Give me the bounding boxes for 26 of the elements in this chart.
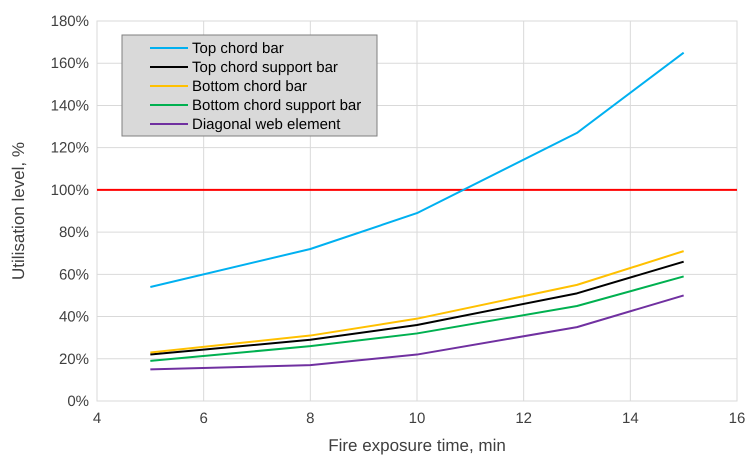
legend-label: Bottom chord support bar [192,97,362,114]
x-tick-label: 4 [92,410,102,427]
y-tick-label: 120% [50,140,89,157]
y-axis-title: Utilisation level, % [9,142,28,280]
y-tick-label: 100% [50,182,89,199]
legend-label: Top chord bar [192,40,284,57]
y-tick-label: 20% [58,350,89,368]
y-tick-label: 180% [50,13,89,30]
legend-label: Bottom chord bar [192,78,308,95]
x-tick-label: 16 [728,410,746,427]
x-tick-label: 14 [622,410,639,427]
y-tick-label: 60% [58,266,89,284]
line-series [149,275,685,362]
y-tick-label: 0% [67,393,89,410]
y-tick-label: 40% [58,308,89,326]
x-tick-label: 10 [408,410,426,427]
y-tick-label: 80% [58,224,89,242]
x-axis-title: Fire exposure time, min [328,436,506,455]
line-series [149,294,685,370]
x-tick-label: 8 [306,410,315,427]
y-tick-label: 140% [50,97,89,114]
legend-label: Top chord support bar [192,59,338,76]
y-tick-label: 160% [50,55,89,72]
legend-label: Diagonal web element [192,116,342,133]
x-tick-label: 6 [199,410,208,427]
x-tick-label: 12 [515,410,532,427]
